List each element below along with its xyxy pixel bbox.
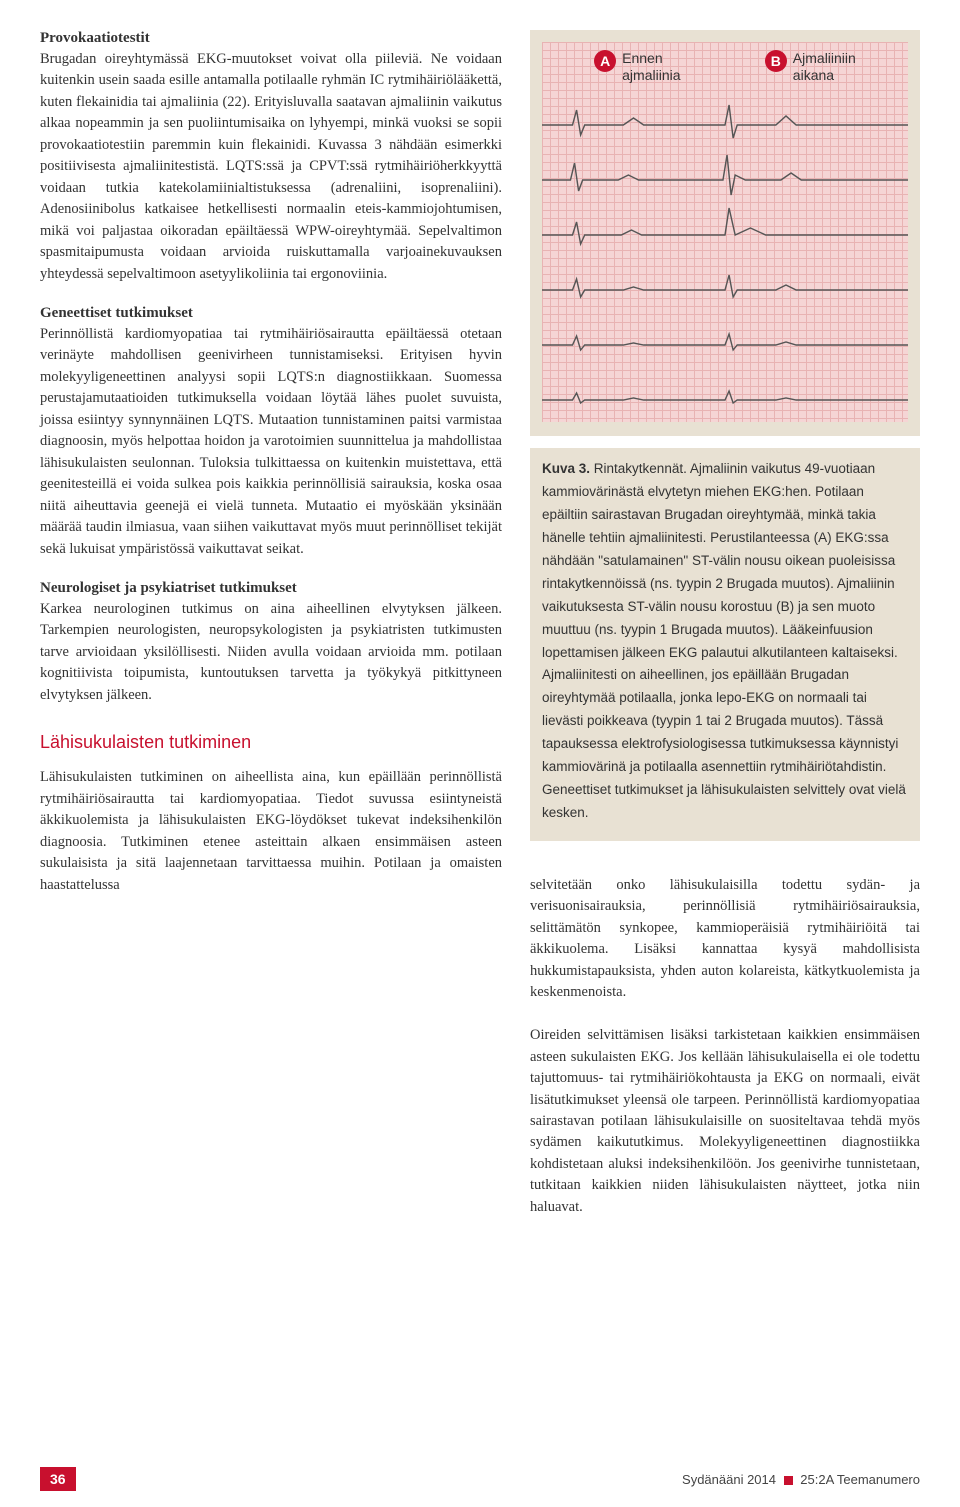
upper-two-column-layout: Provokaatiotestit Brugadan oireyhtymässä… bbox=[40, 30, 920, 1218]
heading-neurologiset: Neurologiset ja psykiatriset tutkimukset bbox=[40, 580, 502, 597]
footer-issue: 25:2A Teemanumero bbox=[800, 1472, 920, 1487]
heading-provokaatiotestit: Provokaatiotestit bbox=[40, 30, 502, 47]
ecg-traces bbox=[542, 42, 908, 422]
ecg-trace-4 bbox=[542, 255, 908, 315]
ecg-chart-area: A Ennen ajmaliinia B Ajmaliiniin aikana bbox=[542, 42, 908, 422]
figure-3-box: A Ennen ajmaliinia B Ajmaliiniin aikana bbox=[530, 30, 920, 436]
footer-journal-info: Sydänääni 2014 25:2A Teemanumero bbox=[682, 1472, 920, 1487]
caption-bold-label: Kuva 3. bbox=[542, 461, 590, 476]
left-column: Provokaatiotestit Brugadan oireyhtymässä… bbox=[40, 30, 502, 1218]
page-footer: 36 Sydänääni 2014 25:2A Teemanumero bbox=[0, 1467, 960, 1491]
body-continuation: selvitetään onko lähisukulaisilla todett… bbox=[530, 875, 920, 1218]
body-geneettiset: Perinnöllistä kardiomyopatiaa tai rytmih… bbox=[40, 324, 502, 560]
caption-body-text: Rintakytkennät. Ajmaliinin vaikutus 49-v… bbox=[542, 461, 906, 820]
heading-lahisukulaisten: Lähisukulaisten tutkiminen bbox=[40, 732, 502, 753]
body-provokaatiotestit: Brugadan oireyhtymässä EKG-muutokset voi… bbox=[40, 49, 502, 285]
heading-geneettiset: Geneettiset tutkimukset bbox=[40, 305, 502, 322]
page-number: 36 bbox=[40, 1467, 76, 1491]
footer-separator-icon bbox=[784, 1476, 793, 1485]
ecg-trace-6 bbox=[542, 365, 908, 422]
body-lahisukulaisten: Lähisukulaisten tutkiminen on aiheellist… bbox=[40, 767, 502, 896]
footer-journal: Sydänääni 2014 bbox=[682, 1472, 776, 1487]
ecg-trace-3 bbox=[542, 200, 908, 260]
figure-3-caption: Kuva 3. Rintakytkennät. Ajmaliinin vaiku… bbox=[530, 448, 920, 841]
ecg-trace-5 bbox=[542, 310, 908, 370]
ecg-trace-2 bbox=[542, 145, 908, 205]
right-column: A Ennen ajmaliinia B Ajmaliiniin aikana bbox=[530, 30, 920, 1218]
ecg-trace-1 bbox=[542, 90, 908, 150]
body-neurologiset: Karkea neurologinen tutkimus on aina aih… bbox=[40, 599, 502, 706]
